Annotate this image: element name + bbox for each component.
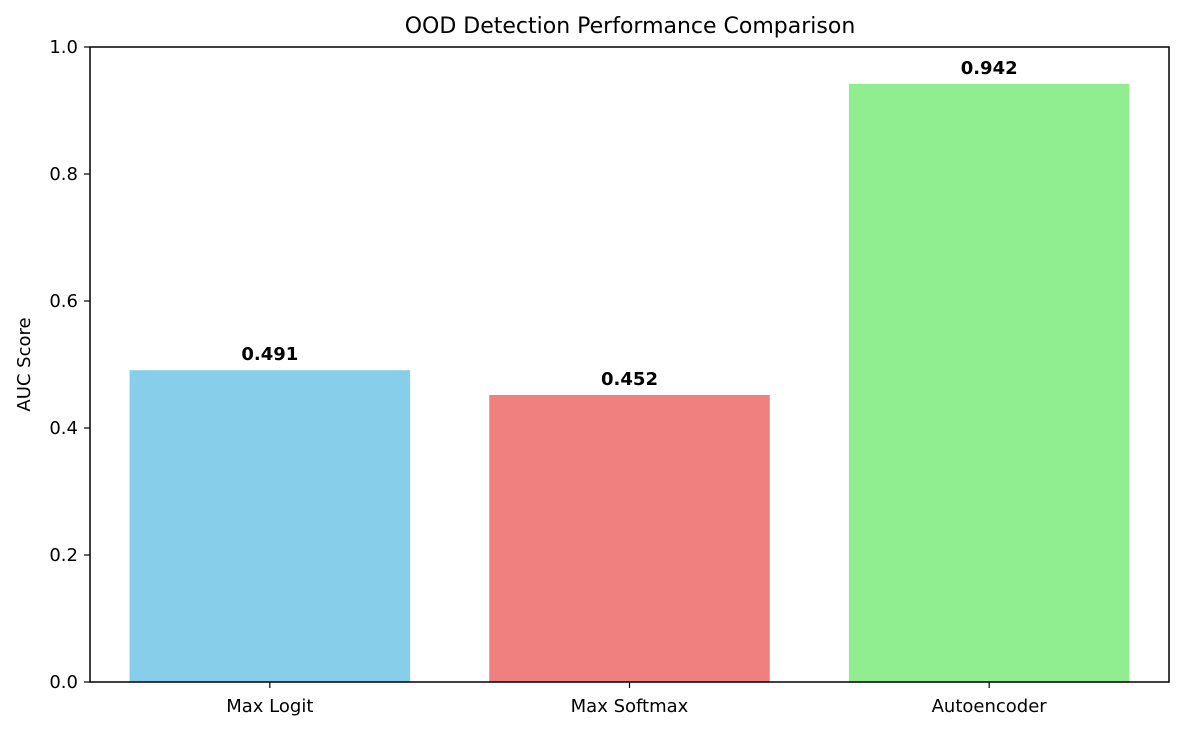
y-tick-label: 0.4 (49, 418, 78, 439)
x-tick-label-max-softmax: Max Softmax (571, 696, 689, 717)
data-label-max-softmax: 0.452 (601, 369, 658, 390)
x-tick-label-max-logit: Max Logit (226, 696, 313, 717)
x-axis: Max Logit Max Softmax Autoencoder (226, 682, 1047, 717)
y-tick-label: 0.6 (49, 291, 78, 312)
bar-autoencoder (848, 83, 1130, 682)
data-labels-group: 0.491 0.452 0.942 (241, 58, 1017, 390)
x-tick-label-autoencoder: Autoencoder (932, 696, 1048, 717)
y-tick-label: 1.0 (49, 37, 78, 58)
data-label-autoencoder: 0.942 (961, 58, 1018, 79)
y-axis: 0.0 0.2 0.4 0.6 0.8 1.0 (49, 37, 90, 693)
y-axis-label: AUC Score (14, 317, 35, 411)
y-tick-label: 0.0 (49, 672, 78, 693)
bar-max-logit (129, 370, 411, 682)
y-tick-label: 0.2 (49, 545, 78, 566)
chart-title: OOD Detection Performance Comparison (405, 14, 856, 39)
data-label-max-logit: 0.491 (241, 344, 298, 365)
bars-group (129, 83, 1130, 682)
bar-max-softmax (489, 394, 770, 682)
y-tick-label: 0.8 (49, 164, 78, 185)
